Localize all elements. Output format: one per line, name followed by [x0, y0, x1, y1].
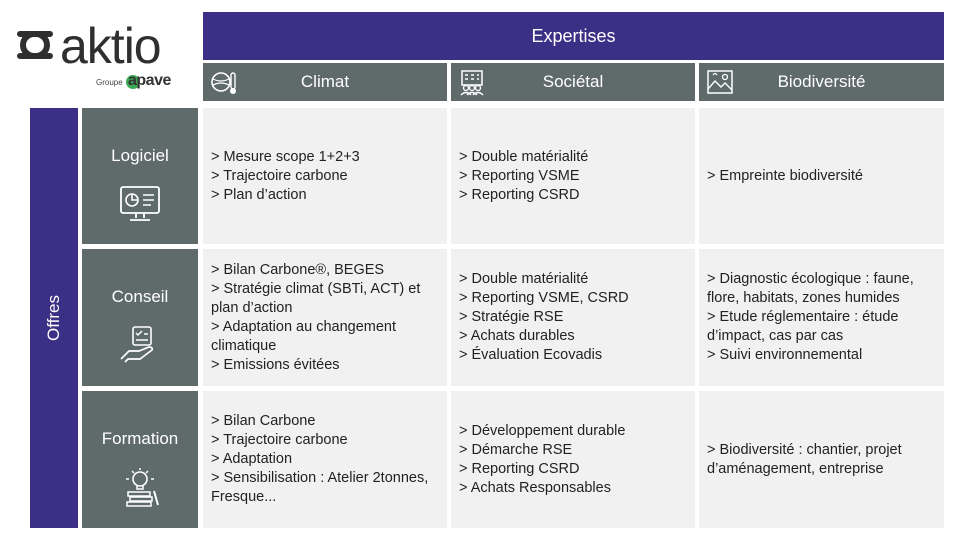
row-label: Logiciel — [111, 146, 169, 165]
cell-text: > Double matérialité > Reporting VSME, C… — [459, 271, 629, 363]
row-header-formation: Formation — [82, 391, 198, 528]
column-label: Climat — [300, 72, 350, 91]
expertises-header: Expertises — [203, 12, 944, 60]
cell-text: > Empreinte biodiversité — [707, 167, 863, 184]
offres-label: Offres — [44, 295, 63, 341]
cell-formation-societal: > Développement durable > Démarche RSE >… — [451, 391, 695, 528]
cell-text: > Développement durable > Démarche RSE >… — [459, 422, 626, 496]
cell-logiciel-societal: > Double matérialité > Reporting VSME > … — [451, 108, 695, 244]
building-people-icon — [460, 70, 484, 96]
cell-logiciel-biodiversite: > Empreinte biodiversité — [699, 108, 944, 244]
expertises-title: Expertises — [531, 25, 616, 46]
row-label: Conseil — [111, 287, 169, 306]
offres-sidebar: Offres — [30, 108, 78, 528]
cell-conseil-societal: > Double matérialité > Reporting VSME, C… — [451, 249, 695, 386]
column-header-biodiversite: Biodiversité — [699, 63, 944, 101]
group-label: Groupe — [96, 78, 123, 87]
software-screen-icon — [120, 186, 160, 221]
lightbulb-books-icon — [126, 468, 159, 507]
logo-name: aktio — [60, 18, 162, 74]
row-header-conseil: Conseil — [82, 249, 198, 386]
cell-text: > Biodiversité : chantier, projet d’amén… — [707, 441, 902, 477]
cell-logiciel-climat: > Mesure scope 1+2+3 > Trajectoire carbo… — [203, 108, 447, 244]
cell-text: > Double matérialité > Reporting VSME > … — [459, 148, 589, 203]
column-label: Sociétal — [542, 72, 604, 91]
column-label: Biodiversité — [777, 72, 866, 91]
column-header-societal: Sociétal — [451, 63, 695, 101]
cell-conseil-climat: > Bilan Carbone®, BEGES > Stratégie clim… — [203, 249, 447, 386]
globe-thermometer-icon — [211, 72, 236, 94]
column-header-climat: Climat — [203, 63, 447, 101]
aktio-logo-icon — [17, 31, 53, 59]
nature-landscape-icon — [707, 70, 733, 94]
cell-text: > Mesure scope 1+2+3 > Trajectoire carbo… — [211, 148, 360, 203]
cell-text: > Diagnostic écologique : faune, flore, … — [707, 271, 914, 363]
consulting-hand-icon — [120, 326, 154, 363]
cell-formation-biodiversite: > Biodiversité : chantier, projet d’amén… — [699, 391, 944, 528]
apave-logo-icon — [126, 75, 140, 89]
cell-formation-climat: > Bilan Carbone > Trajectoire carbone > … — [203, 391, 447, 528]
row-label: Formation — [101, 429, 179, 448]
cell-text: > Bilan Carbone®, BEGES > Stratégie clim… — [211, 261, 421, 373]
group-name: apave — [128, 72, 171, 89]
cell-conseil-biodiversite: > Diagnostic écologique : faune, flore, … — [699, 249, 944, 386]
cell-text: > Bilan Carbone > Trajectoire carbone > … — [211, 413, 429, 505]
row-header-logiciel: Logiciel — [82, 108, 198, 244]
